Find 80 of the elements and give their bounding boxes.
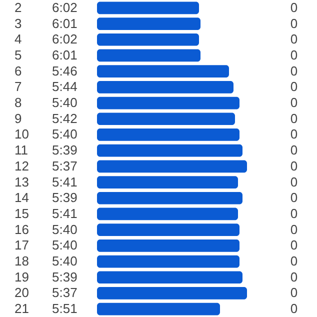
y-tick-label: 10 <box>14 126 29 142</box>
y-tick-label: 14 <box>14 190 29 206</box>
bar <box>97 176 238 188</box>
text: 0 <box>290 158 298 174</box>
y-tick-label: 12 <box>14 158 29 174</box>
y-tick-label: 19 <box>14 269 29 284</box>
y-tick-label: 2 <box>14 0 22 15</box>
text: 6:02 <box>52 0 78 15</box>
y-tick-label: 20 <box>14 285 29 300</box>
text: 0 <box>290 190 298 206</box>
bar <box>97 160 247 173</box>
text: 0 <box>290 174 298 190</box>
text: 6:01 <box>52 47 78 62</box>
y-tick-label: 11 <box>14 142 28 158</box>
bar <box>97 18 200 30</box>
y-tick-label: 15 <box>14 206 29 221</box>
y-tick-label: 21 <box>14 301 29 316</box>
text: 0 <box>290 110 298 126</box>
text: 5:42 <box>52 110 78 126</box>
bar <box>97 112 235 126</box>
bar <box>97 302 220 316</box>
text: 0 <box>290 285 298 300</box>
text: 0 <box>290 238 298 253</box>
y-tick-label: 5 <box>14 47 22 62</box>
text: 5:39 <box>52 269 78 284</box>
text: 5:46 <box>52 63 78 78</box>
bar <box>97 192 242 204</box>
y-tick-label: 9 <box>14 110 22 126</box>
text: 5:40 <box>52 222 78 237</box>
y-tick-label: 17 <box>14 238 29 253</box>
text: 5:41 <box>52 206 78 221</box>
text: 5:37 <box>52 285 78 300</box>
y-tick-label: 3 <box>14 16 22 31</box>
bar <box>97 33 199 46</box>
bar <box>97 2 199 14</box>
text: 6:01 <box>52 16 78 31</box>
text: 5:39 <box>52 142 78 158</box>
bar <box>97 65 229 78</box>
bar <box>97 255 240 268</box>
text: 0 <box>290 206 298 221</box>
text: 5:40 <box>52 95 78 110</box>
text: 5:40 <box>52 238 78 253</box>
y-tick-label: 16 <box>14 222 29 237</box>
text: 5:37 <box>52 158 78 174</box>
bar <box>97 128 240 141</box>
y-tick-label: 18 <box>14 254 29 269</box>
bar <box>97 49 200 62</box>
text: 0 <box>290 254 298 269</box>
bar <box>97 208 238 220</box>
y-tick-label: 4 <box>14 32 22 47</box>
y-tick-label: 13 <box>14 174 29 190</box>
text: 0 <box>290 222 298 237</box>
text: 0 <box>290 142 298 158</box>
text: 6:02 <box>52 32 78 47</box>
text: 0 <box>290 95 298 110</box>
text: 0 <box>290 47 298 62</box>
text: 5:39 <box>52 190 78 206</box>
bar <box>97 80 234 94</box>
text: 5:40 <box>52 126 78 142</box>
text: 5:51 <box>52 301 78 316</box>
bar <box>97 287 247 300</box>
text: 5:40 <box>52 254 78 269</box>
text: 0 <box>290 16 298 31</box>
bar <box>97 224 240 236</box>
bar <box>97 239 240 252</box>
text: 5:44 <box>52 79 78 94</box>
text: 0 <box>290 0 298 15</box>
bar <box>97 271 242 284</box>
text: 0 <box>290 63 298 78</box>
text: 0 <box>290 269 298 284</box>
text: 0 <box>290 126 298 142</box>
y-tick-label: 8 <box>14 95 22 110</box>
y-tick-label: 6 <box>14 63 22 78</box>
text: 0 <box>290 79 298 94</box>
bar <box>97 96 240 110</box>
text: 5:41 <box>52 174 78 190</box>
bar <box>97 144 242 157</box>
text: 0 <box>290 301 298 316</box>
y-tick-label: 7 <box>14 79 22 94</box>
text: 0 <box>290 32 298 47</box>
